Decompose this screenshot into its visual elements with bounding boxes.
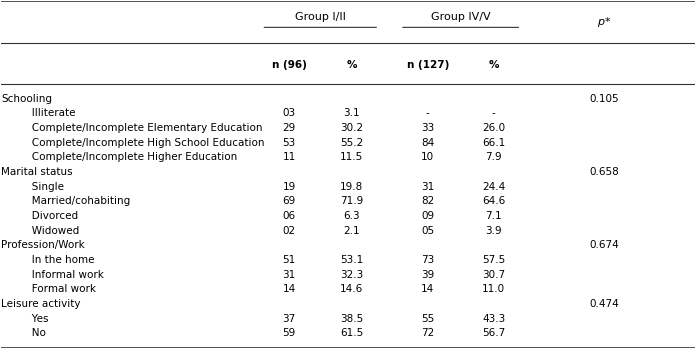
Text: 84: 84 bbox=[421, 138, 434, 148]
Text: Group IV/V: Group IV/V bbox=[431, 12, 491, 22]
Text: 03: 03 bbox=[283, 109, 296, 118]
Text: Illiterate: Illiterate bbox=[22, 109, 76, 118]
Text: 61.5: 61.5 bbox=[340, 328, 363, 338]
Text: 43.3: 43.3 bbox=[482, 314, 505, 324]
Text: 24.4: 24.4 bbox=[482, 182, 505, 192]
Text: 0.474: 0.474 bbox=[590, 299, 619, 309]
Text: 06: 06 bbox=[283, 211, 296, 221]
Text: 14: 14 bbox=[283, 284, 296, 294]
Text: 19.8: 19.8 bbox=[340, 182, 363, 192]
Text: Complete/Incomplete Higher Education: Complete/Incomplete Higher Education bbox=[22, 153, 237, 162]
Text: $p$*: $p$* bbox=[597, 15, 612, 29]
Text: 51: 51 bbox=[283, 255, 296, 265]
Text: Married/cohabiting: Married/cohabiting bbox=[22, 196, 130, 206]
Text: 69: 69 bbox=[283, 196, 296, 206]
Text: 11.0: 11.0 bbox=[482, 284, 505, 294]
Text: 33: 33 bbox=[421, 123, 434, 133]
Text: Yes: Yes bbox=[22, 314, 49, 324]
Text: 32.3: 32.3 bbox=[340, 270, 363, 280]
Text: Leisure activity: Leisure activity bbox=[1, 299, 81, 309]
Text: 39: 39 bbox=[421, 270, 434, 280]
Text: Informal work: Informal work bbox=[22, 270, 104, 280]
Text: 30.7: 30.7 bbox=[482, 270, 505, 280]
Text: 0.674: 0.674 bbox=[590, 240, 619, 250]
Text: Divorced: Divorced bbox=[22, 211, 79, 221]
Text: %: % bbox=[489, 60, 499, 70]
Text: 0.105: 0.105 bbox=[590, 94, 619, 104]
Text: 09: 09 bbox=[421, 211, 434, 221]
Text: 82: 82 bbox=[421, 196, 434, 206]
Text: 3.1: 3.1 bbox=[343, 109, 360, 118]
Text: 7.1: 7.1 bbox=[485, 211, 502, 221]
Text: 31: 31 bbox=[421, 182, 434, 192]
Text: 71.9: 71.9 bbox=[340, 196, 363, 206]
Text: 55.2: 55.2 bbox=[340, 138, 363, 148]
Text: 56.7: 56.7 bbox=[482, 328, 505, 338]
Text: 59: 59 bbox=[283, 328, 296, 338]
Text: Formal work: Formal work bbox=[22, 284, 96, 294]
Text: 10: 10 bbox=[421, 153, 434, 162]
Text: 2.1: 2.1 bbox=[343, 226, 360, 236]
Text: 6.3: 6.3 bbox=[343, 211, 360, 221]
Text: 64.6: 64.6 bbox=[482, 196, 505, 206]
Text: 72: 72 bbox=[421, 328, 434, 338]
Text: 38.5: 38.5 bbox=[340, 314, 363, 324]
Text: 73: 73 bbox=[421, 255, 434, 265]
Text: -: - bbox=[426, 109, 429, 118]
Text: 57.5: 57.5 bbox=[482, 255, 505, 265]
Text: Group I/II: Group I/II bbox=[295, 12, 346, 22]
Text: 26.0: 26.0 bbox=[482, 123, 505, 133]
Text: Complete/Incomplete Elementary Education: Complete/Incomplete Elementary Education bbox=[22, 123, 262, 133]
Text: 14: 14 bbox=[421, 284, 434, 294]
Text: Single: Single bbox=[22, 182, 64, 192]
Text: Complete/Incomplete High School Education: Complete/Incomplete High School Educatio… bbox=[22, 138, 264, 148]
Text: 11.5: 11.5 bbox=[340, 153, 363, 162]
Text: 11: 11 bbox=[283, 153, 296, 162]
Text: 3.9: 3.9 bbox=[485, 226, 502, 236]
Text: 53.1: 53.1 bbox=[340, 255, 363, 265]
Text: 02: 02 bbox=[283, 226, 296, 236]
Text: -: - bbox=[491, 109, 496, 118]
Text: 0.658: 0.658 bbox=[590, 167, 619, 177]
Text: 66.1: 66.1 bbox=[482, 138, 505, 148]
Text: 19: 19 bbox=[283, 182, 296, 192]
Text: Profession/Work: Profession/Work bbox=[1, 240, 85, 250]
Text: Marital status: Marital status bbox=[1, 167, 73, 177]
Text: 55: 55 bbox=[421, 314, 434, 324]
Text: No: No bbox=[22, 328, 46, 338]
Text: Schooling: Schooling bbox=[1, 94, 52, 104]
Text: 53: 53 bbox=[283, 138, 296, 148]
Text: 7.9: 7.9 bbox=[485, 153, 502, 162]
Text: n (127): n (127) bbox=[406, 60, 449, 70]
Text: %: % bbox=[346, 60, 357, 70]
Text: 29: 29 bbox=[283, 123, 296, 133]
Text: In the home: In the home bbox=[22, 255, 95, 265]
Text: 31: 31 bbox=[283, 270, 296, 280]
Text: n (96): n (96) bbox=[271, 60, 306, 70]
Text: Widowed: Widowed bbox=[22, 226, 79, 236]
Text: 14.6: 14.6 bbox=[340, 284, 363, 294]
Text: 37: 37 bbox=[283, 314, 296, 324]
Text: 30.2: 30.2 bbox=[340, 123, 363, 133]
Text: 05: 05 bbox=[421, 226, 434, 236]
